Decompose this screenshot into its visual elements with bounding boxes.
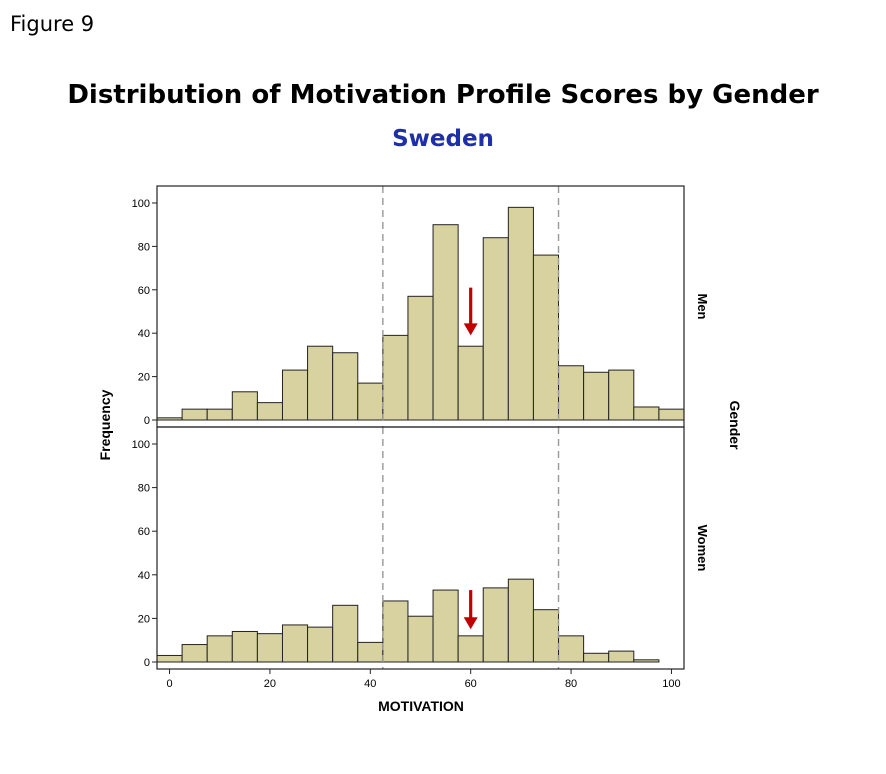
bar-men-80 bbox=[558, 365, 585, 421]
panel-men: 0 20 40 60 80 100 Men bbox=[132, 185, 710, 428]
y-tick-label: 0 bbox=[144, 657, 150, 669]
bar-women-55 bbox=[432, 589, 459, 663]
x-tick-label: 100 bbox=[662, 678, 680, 690]
bar-women-75 bbox=[532, 609, 560, 663]
bar-women-30 bbox=[307, 626, 334, 663]
y-tick-label: 80 bbox=[138, 241, 150, 253]
bar-women-50 bbox=[407, 615, 434, 663]
y-tick-label: 60 bbox=[138, 285, 150, 297]
bar-women-70 bbox=[507, 578, 534, 663]
bar-men-25 bbox=[281, 369, 309, 421]
y-axis-label: Frequency bbox=[97, 389, 113, 460]
bar-men-65 bbox=[482, 237, 509, 421]
bar-men-90 bbox=[608, 369, 635, 421]
panel-women: 0 20 40 60 80 100 Women bbox=[132, 426, 710, 670]
y-tick-label: 40 bbox=[138, 570, 150, 582]
x-tick-label: 0 bbox=[166, 678, 172, 690]
x-tick-label: 40 bbox=[364, 678, 376, 690]
panel-frame bbox=[156, 426, 685, 670]
bar-women-15 bbox=[231, 630, 258, 663]
facet-label-women: Women bbox=[695, 525, 710, 572]
y-tick-label: 100 bbox=[132, 439, 150, 451]
bar-women-85 bbox=[583, 652, 610, 663]
chart-subtitle: Sweden bbox=[392, 126, 494, 152]
bar-men-50 bbox=[407, 295, 434, 421]
bar-men-70 bbox=[507, 206, 534, 421]
facet-axis-label: Gender bbox=[727, 400, 743, 450]
bar-men-95 bbox=[633, 406, 660, 421]
y-tick-label: 20 bbox=[138, 613, 150, 625]
bar-men-35 bbox=[332, 352, 359, 421]
bar-men-60 bbox=[457, 345, 484, 421]
figure-label: Figure 9 bbox=[10, 12, 95, 36]
y-tick-label: 0 bbox=[144, 415, 150, 427]
y-tick-label: 100 bbox=[132, 198, 150, 210]
bar-men-5 bbox=[181, 408, 208, 421]
bar-women-40 bbox=[357, 641, 384, 663]
bar-women-80 bbox=[558, 635, 585, 663]
bar-men-55 bbox=[432, 224, 459, 421]
y-tick-label: 20 bbox=[138, 372, 150, 384]
x-tick-label: 20 bbox=[264, 678, 276, 690]
chart-panels: 0 20 40 60 80 100 Men 0 20 40 60 80 100 Women 0 20 40 60 8… bbox=[132, 185, 710, 690]
bar-women-65 bbox=[482, 587, 509, 663]
bar-women-0 bbox=[156, 654, 183, 663]
y-tick-label: 80 bbox=[138, 483, 150, 495]
y-tick-label: 40 bbox=[138, 328, 150, 340]
bar-men-20 bbox=[256, 402, 283, 421]
bar-men-30 bbox=[307, 345, 334, 421]
x-tick-label: 80 bbox=[565, 678, 577, 690]
arrow-head bbox=[463, 323, 478, 336]
arrow-head bbox=[463, 617, 478, 630]
bar-men-40 bbox=[357, 382, 384, 421]
bar-women-25 bbox=[281, 624, 309, 663]
bar-men-15 bbox=[231, 391, 258, 421]
bar-men-100 bbox=[658, 408, 685, 421]
y-tick-label: 60 bbox=[138, 526, 150, 538]
bar-women-5 bbox=[181, 644, 208, 663]
arrow-marker bbox=[463, 590, 478, 630]
x-tick-label: 60 bbox=[465, 678, 477, 690]
bar-men-75 bbox=[532, 254, 560, 421]
chart-title: Distribution of Motivation Profile Score… bbox=[67, 80, 819, 110]
bar-women-45 bbox=[382, 600, 409, 663]
arrow-marker bbox=[463, 287, 478, 336]
facet-label-men: Men bbox=[695, 294, 710, 320]
bar-women-35 bbox=[332, 604, 359, 663]
bar-men-10 bbox=[206, 408, 233, 421]
bar-women-20 bbox=[256, 633, 283, 663]
bar-men-85 bbox=[583, 371, 610, 421]
bar-men-45 bbox=[382, 334, 409, 421]
bar-women-10 bbox=[206, 635, 233, 663]
bar-women-95 bbox=[633, 659, 660, 663]
bar-men-0 bbox=[156, 417, 183, 421]
bar-women-90 bbox=[608, 650, 635, 663]
bar-women-60 bbox=[457, 635, 484, 663]
x-axis-label: MOTIVATION bbox=[378, 698, 464, 714]
